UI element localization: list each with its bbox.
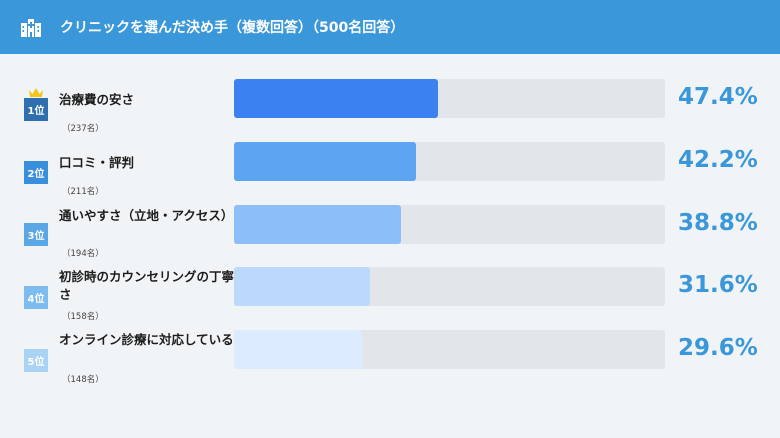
rank-badge: 2位	[24, 161, 48, 184]
respondent-count: （211名）	[62, 187, 104, 197]
value-label: 47.4%	[678, 84, 758, 110]
rank-badge: 4位	[24, 286, 48, 309]
bar-track	[234, 267, 665, 306]
respondent-count: （237名）	[62, 124, 104, 134]
bar-track	[234, 205, 665, 244]
bar-chart: 1位 治療費の安さ （237名） 47.4% 2位 口コミ・評判 （211名） 42.2% 3位…	[0, 54, 780, 438]
rank-badge: 1位	[24, 98, 48, 121]
bar-track	[234, 142, 665, 181]
rank-badge: 5位	[24, 349, 48, 372]
bar	[234, 79, 439, 118]
bar-label: 通いやすさ（立地・アクセス）	[59, 208, 234, 223]
bar	[234, 142, 416, 181]
bar	[234, 205, 402, 244]
bar	[234, 267, 371, 306]
bar-track	[234, 79, 665, 118]
chart-header: クリニックを選んだ決め手（複数回答）（500名回答）	[0, 0, 780, 54]
bar-label: 初診時のカウンセリングの丁寧さ	[59, 269, 235, 302]
rank-badge: 3位	[24, 223, 48, 246]
bar-track	[234, 330, 665, 369]
value-label: 38.8%	[678, 210, 758, 236]
value-label: 31.6%	[678, 272, 758, 298]
crown-icon	[29, 88, 43, 97]
clinic-building-icon	[21, 19, 41, 37]
value-label: 42.2%	[678, 147, 758, 173]
value-label: 29.6%	[678, 335, 758, 361]
bar	[234, 330, 362, 369]
respondent-count: （194名）	[62, 249, 104, 259]
bar-label: オンライン診療に対応している	[59, 332, 234, 347]
chart-title: クリニックを選んだ決め手（複数回答）（500名回答）	[60, 20, 405, 36]
respondent-count: （148名）	[62, 375, 104, 385]
respondent-count: （158名）	[62, 312, 104, 322]
bar-label: 口コミ・評判	[59, 155, 135, 170]
bar-label: 治療費の安さ	[59, 92, 135, 107]
